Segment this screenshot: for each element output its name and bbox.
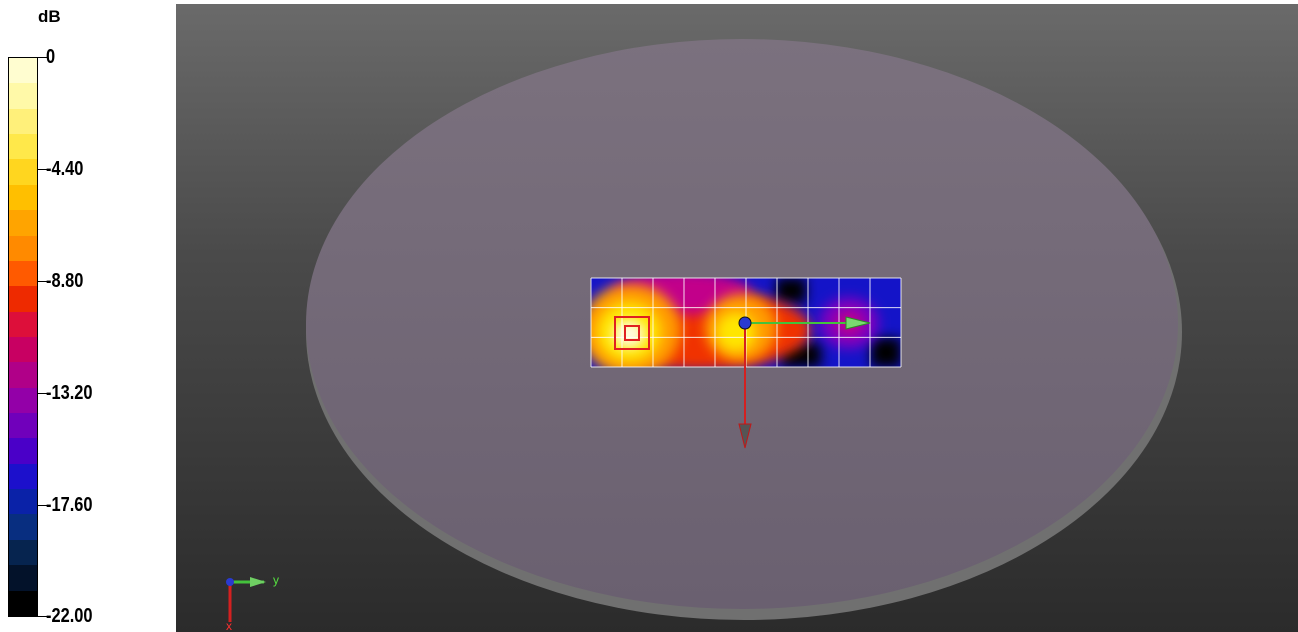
triad-y-label: y — [273, 573, 279, 587]
heatmap-blob — [716, 312, 756, 352]
axis-triad: y x — [226, 573, 279, 632]
legend-band — [9, 286, 37, 312]
heatmap-grid — [591, 278, 901, 367]
legend-label-5: -22.00 — [46, 605, 93, 627]
legend-unit-label: dB — [38, 7, 61, 26]
legend-band — [9, 362, 37, 388]
legend-band — [9, 413, 37, 439]
y-axis-arrow-head — [845, 316, 871, 330]
legend-band — [9, 489, 37, 515]
legend-band — [9, 590, 37, 616]
legend-band — [9, 438, 37, 464]
legend-band — [9, 159, 37, 185]
legend-band — [9, 83, 37, 109]
legend-label-3: -13.20 — [46, 382, 93, 404]
legend-label-2: -8.80 — [46, 270, 84, 292]
legend-tick — [37, 393, 47, 394]
legend-tick — [37, 505, 47, 506]
legend-band — [9, 311, 37, 337]
legend-band — [9, 565, 37, 591]
legend-band — [9, 539, 37, 566]
origin-ball — [738, 316, 752, 330]
3d-viewport[interactable]: y x — [176, 4, 1298, 632]
legend-label-4: -17.60 — [46, 494, 93, 516]
heatmap-dark-zone — [871, 338, 901, 367]
legend-band — [9, 58, 37, 84]
peak-marker-inner — [624, 325, 640, 341]
legend-band — [9, 235, 37, 261]
legend-band — [9, 336, 37, 363]
legend-color-bar — [8, 57, 38, 617]
color-legend: dB 0 -4.40 -8.80 -13.20 -17.60 -22.00 — [0, 0, 176, 632]
legend-band — [9, 514, 37, 540]
legend-band — [9, 463, 37, 490]
legend-label-0: 0 — [46, 46, 56, 68]
peak-marker-outer — [614, 316, 650, 350]
x-axis-arrow-head — [738, 423, 752, 449]
legend-band — [9, 184, 37, 211]
legend-tick — [37, 169, 47, 170]
triad-x-label: x — [226, 619, 232, 632]
legend-band — [9, 134, 37, 160]
scene-canvas[interactable]: y x — [176, 4, 1298, 632]
legend-tick — [37, 616, 47, 617]
legend-tick — [37, 57, 47, 58]
legend-band — [9, 260, 37, 287]
legend-tick — [37, 281, 47, 282]
legend-label-1: -4.40 — [46, 158, 84, 180]
legend-band — [9, 210, 37, 236]
heatmap-dark-zone — [776, 278, 806, 303]
legend-band — [9, 387, 37, 414]
legend-band — [9, 108, 37, 135]
heatmap-blob — [613, 320, 645, 348]
